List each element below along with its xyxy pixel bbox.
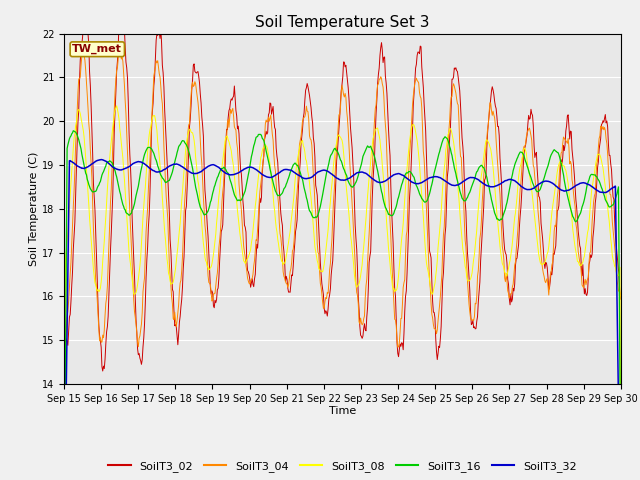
X-axis label: Time: Time	[329, 407, 356, 417]
Text: TW_met: TW_met	[72, 44, 122, 54]
Title: Soil Temperature Set 3: Soil Temperature Set 3	[255, 15, 429, 30]
Legend: SoilT3_02, SoilT3_04, SoilT3_08, SoilT3_16, SoilT3_32: SoilT3_02, SoilT3_04, SoilT3_08, SoilT3_…	[104, 457, 581, 477]
Y-axis label: Soil Temperature (C): Soil Temperature (C)	[29, 152, 39, 266]
